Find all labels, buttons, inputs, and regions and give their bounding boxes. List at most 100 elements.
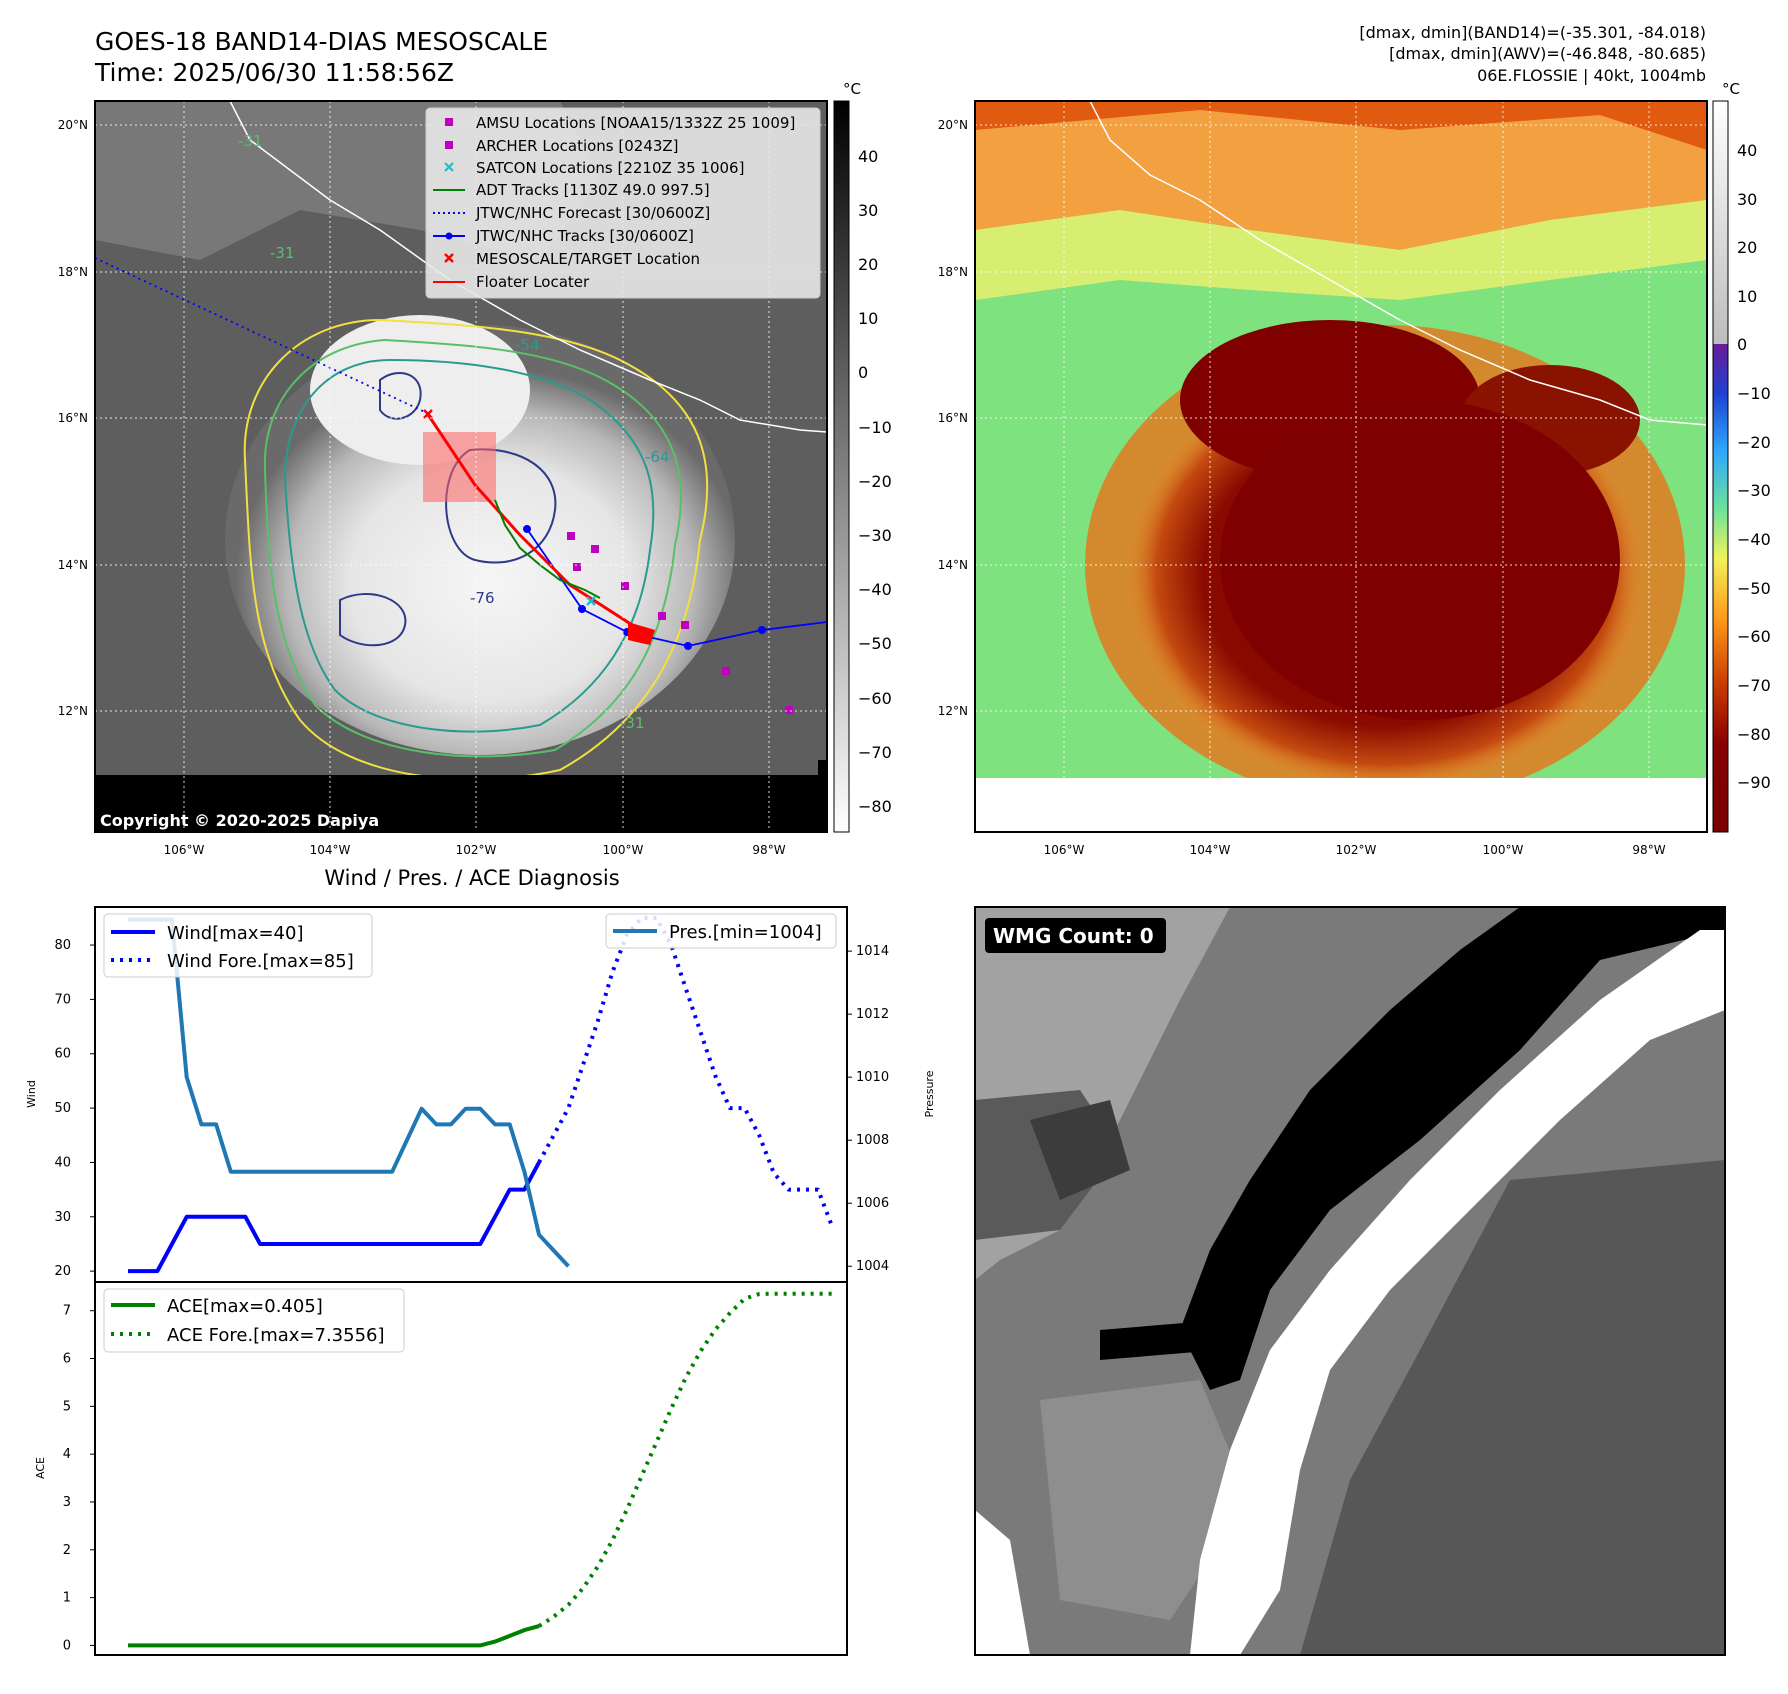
mesoscale-cluster (628, 622, 655, 645)
colorbar1-tick: −50 (858, 634, 892, 653)
lat-label-14n: 14°N (58, 558, 88, 572)
wind-observed-line (128, 1161, 541, 1274)
lon-label-98w: 98°W (752, 843, 785, 857)
jtwc-track-point (758, 626, 766, 634)
wind-ytick-label: 60 (54, 1047, 71, 1062)
archer-marker (658, 612, 666, 620)
ace-ytick-label: 0 (63, 1638, 71, 1653)
ace-ytick-label: 6 (63, 1352, 71, 1367)
archer-marker (573, 563, 581, 571)
lat-label-18n: 18°N (58, 265, 88, 279)
ir-map-frame (94, 100, 828, 833)
ace-legend: ACE[max=0.405] ACE Fore.[max=7.3556] (103, 1288, 405, 1353)
pressure-ytick-label: 1014 (856, 944, 889, 959)
legend-label-forecast: JTWC/NHC Forecast [30/0600Z] (475, 204, 710, 222)
awv-yellow-band (975, 200, 1707, 300)
wmg-frame (974, 906, 1726, 1656)
wmg-white-band (1190, 930, 1725, 1655)
legend-label-amsu: AMSU Locations [NOAA15/1332Z 25 1009] (476, 114, 795, 132)
legend-label-floater: Floater Locater (476, 273, 590, 291)
pressure-legend-label: Pres.[min=1004] (669, 922, 822, 943)
ace-legend-box (103, 1288, 405, 1353)
colorbar2-unit: °C (1722, 80, 1740, 98)
contour-label: -31 (620, 714, 645, 732)
jtwc-track-point (578, 605, 586, 613)
legend-marker-satcon (444, 162, 454, 172)
pressure-legend-box (605, 913, 837, 949)
wind-ytick-label: 20 (54, 1264, 71, 1279)
wmg-dark-region-3 (1300, 1160, 1725, 1655)
contour-label: -31 (270, 244, 295, 262)
colorbar2-tick: −60 (1737, 627, 1771, 646)
colorbar1-tick: 30 (858, 201, 878, 220)
legend-label-archer: ARCHER Locations [0243Z] (476, 137, 679, 155)
lat-label-20n: 20°N (938, 118, 968, 132)
colorbar1-tick: −10 (858, 418, 892, 437)
stats-line-2: [dmax, dmin](AWV)=(-46.848, -80.685) (1389, 44, 1706, 63)
ir-contour-navy-2 (339, 593, 407, 647)
lon-label-100w: 100°W (1483, 843, 1524, 857)
ace-ytick-label: 5 (63, 1399, 71, 1414)
ace-forecast-legend-label: ACE Fore.[max=7.3556] (167, 1325, 385, 1346)
amsu-marker (591, 545, 599, 553)
colorbar2-tick: 0 (1737, 335, 1747, 354)
lat-label-18n: 18°N (938, 265, 968, 279)
colorbar1-tick: 40 (858, 147, 878, 166)
lon-label-102w: 102°W (1336, 843, 1377, 857)
lat-label-12n: 12°N (58, 704, 88, 718)
storm-info: 06E.FLOSSIE | 40kt, 1004mb (1477, 66, 1706, 85)
legend-label-mesoscale: MESOSCALE/TARGET Location (476, 250, 700, 268)
colorbar1-tick: 0 (858, 363, 868, 382)
colorbar2-tick: −80 (1737, 725, 1771, 744)
wind-legend-label: Wind[max=40] (167, 923, 304, 944)
colorbar1-unit: °C (843, 80, 861, 98)
ir-contour-navy-3 (379, 371, 422, 420)
ir-contour-green (263, 338, 682, 758)
awv-coastline (1089, 101, 1707, 426)
lat-label-16n: 16°N (938, 411, 968, 425)
awv-warm-north (975, 101, 1707, 250)
awv-map-frame (974, 100, 1708, 833)
coastline (229, 101, 827, 433)
ace-ytick-label: 1 (63, 1591, 71, 1606)
colorbar2-gradient-bottom (1713, 344, 1728, 832)
lon-label-106w: 106°W (1044, 843, 1085, 857)
figure-time: Time: 2025/06/30 11:58:56Z (94, 58, 454, 87)
wmg-mid-region (1040, 1380, 1250, 1620)
contour-label: -64 (645, 448, 670, 466)
wind-ytick-label: 70 (54, 992, 71, 1007)
awv-warm-north-2 (975, 101, 1707, 150)
colorbar2-tick: −40 (1737, 530, 1771, 549)
wind-ytick-label: 30 (54, 1210, 71, 1225)
archer-marker (722, 667, 730, 675)
lat-label-14n: 14°N (938, 558, 968, 572)
ace-ytick-label: 7 (63, 1304, 71, 1319)
wind-ytick-label: 40 (54, 1155, 71, 1170)
jtwc-track-line (526, 528, 827, 647)
wmg-black-band (1180, 907, 1725, 1390)
wind-pressure-chart: Wind Pressure 20 30 40 50 60 70 80 1004 1006 100… (25, 906, 936, 1283)
wind-forecast-legend-label: Wind Fore.[max=85] (167, 951, 354, 972)
pressure-legend: Pres.[min=1004] (605, 913, 837, 949)
colorbar1-tick: 10 (858, 309, 878, 328)
amsu-marker (785, 706, 793, 714)
legend-label-adt: ADT Tracks [1130Z 49.0 997.5] (476, 181, 710, 199)
wmg-count-text: WMG Count: 0 (993, 924, 1154, 948)
lon-label-102w: 102°W (456, 843, 497, 857)
ace-observed-line (128, 1624, 540, 1648)
lat-label-20n: 20°N (58, 118, 88, 132)
wmg-white-patch (975, 1510, 1030, 1655)
colorbar1-tick: −30 (858, 526, 892, 545)
satcon-marker (586, 596, 596, 606)
awv-cold-core-4 (1220, 400, 1620, 720)
colorbar1-gradient (833, 100, 850, 833)
wind-forecast-line (537, 915, 835, 1229)
colorbar1-tick: 20 (858, 255, 878, 274)
pressure-ylabel: Pressure (923, 1070, 936, 1117)
colorbar1-tick: −60 (858, 689, 892, 708)
legend-marker-mesoscale (444, 253, 454, 263)
wind-legend: Wind[max=40] Wind Fore.[max=85] (103, 913, 373, 978)
lon-label-98w: 98°W (1632, 843, 1665, 857)
colorbar2-tick: −50 (1737, 579, 1771, 598)
ace-ytick-label: 3 (63, 1495, 71, 1510)
